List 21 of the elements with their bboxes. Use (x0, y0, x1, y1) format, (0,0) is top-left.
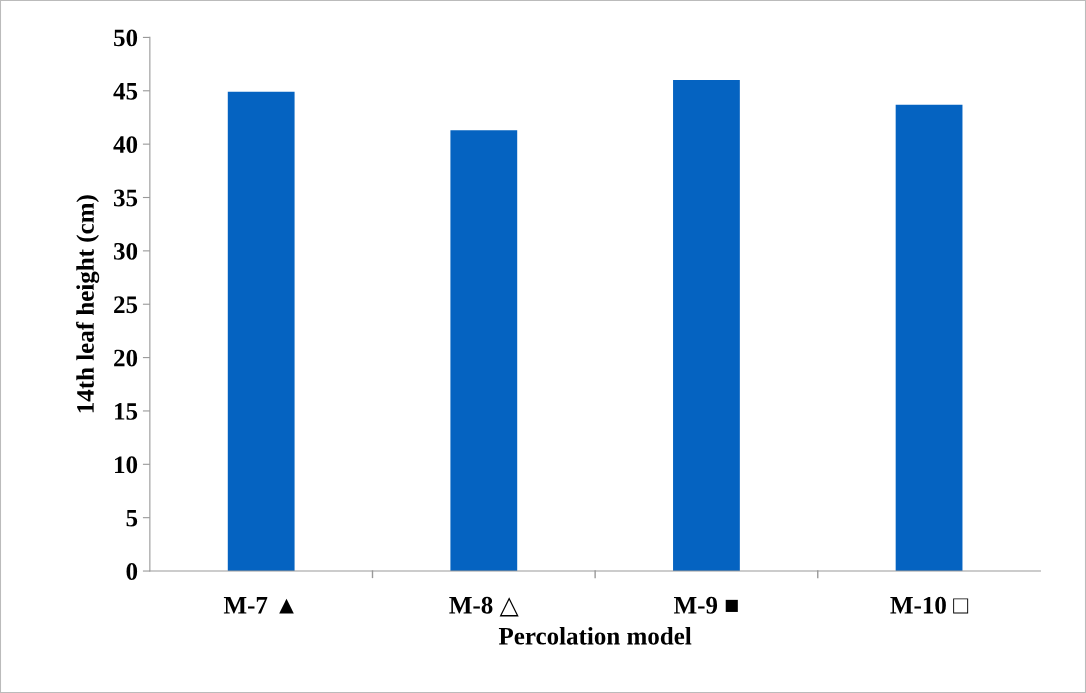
x-tick-label: M-8 △ (449, 596, 519, 617)
y-tick-label: 0 (126, 563, 138, 580)
x-tick-label: M-7 ▲ (223, 597, 294, 614)
y-tick-label: 35 (114, 189, 138, 207)
y-tick-label: 45 (113, 83, 138, 100)
y-tick-label: 40 (113, 136, 138, 154)
bar (673, 80, 740, 572)
y-tick-label: 5 (126, 509, 138, 527)
y-tick-label: 10 (115, 456, 138, 474)
y-tick-label: 25 (114, 296, 138, 314)
bar (227, 91, 295, 572)
y-tick-label: 50 (114, 29, 138, 47)
bar (895, 104, 963, 572)
bar (450, 130, 518, 572)
x-axis-title: Percolation model (498, 627, 692, 645)
y-axis-title: 14th leaf height (cm) (76, 195, 100, 413)
y-tick-label: 20 (114, 349, 138, 367)
x-tick-label: M-9 ■ (673, 596, 738, 614)
y-tick-label: 15 (115, 403, 138, 420)
y-tick-label: 30 (114, 242, 138, 260)
x-tick-label: M-10 □ (890, 596, 969, 614)
